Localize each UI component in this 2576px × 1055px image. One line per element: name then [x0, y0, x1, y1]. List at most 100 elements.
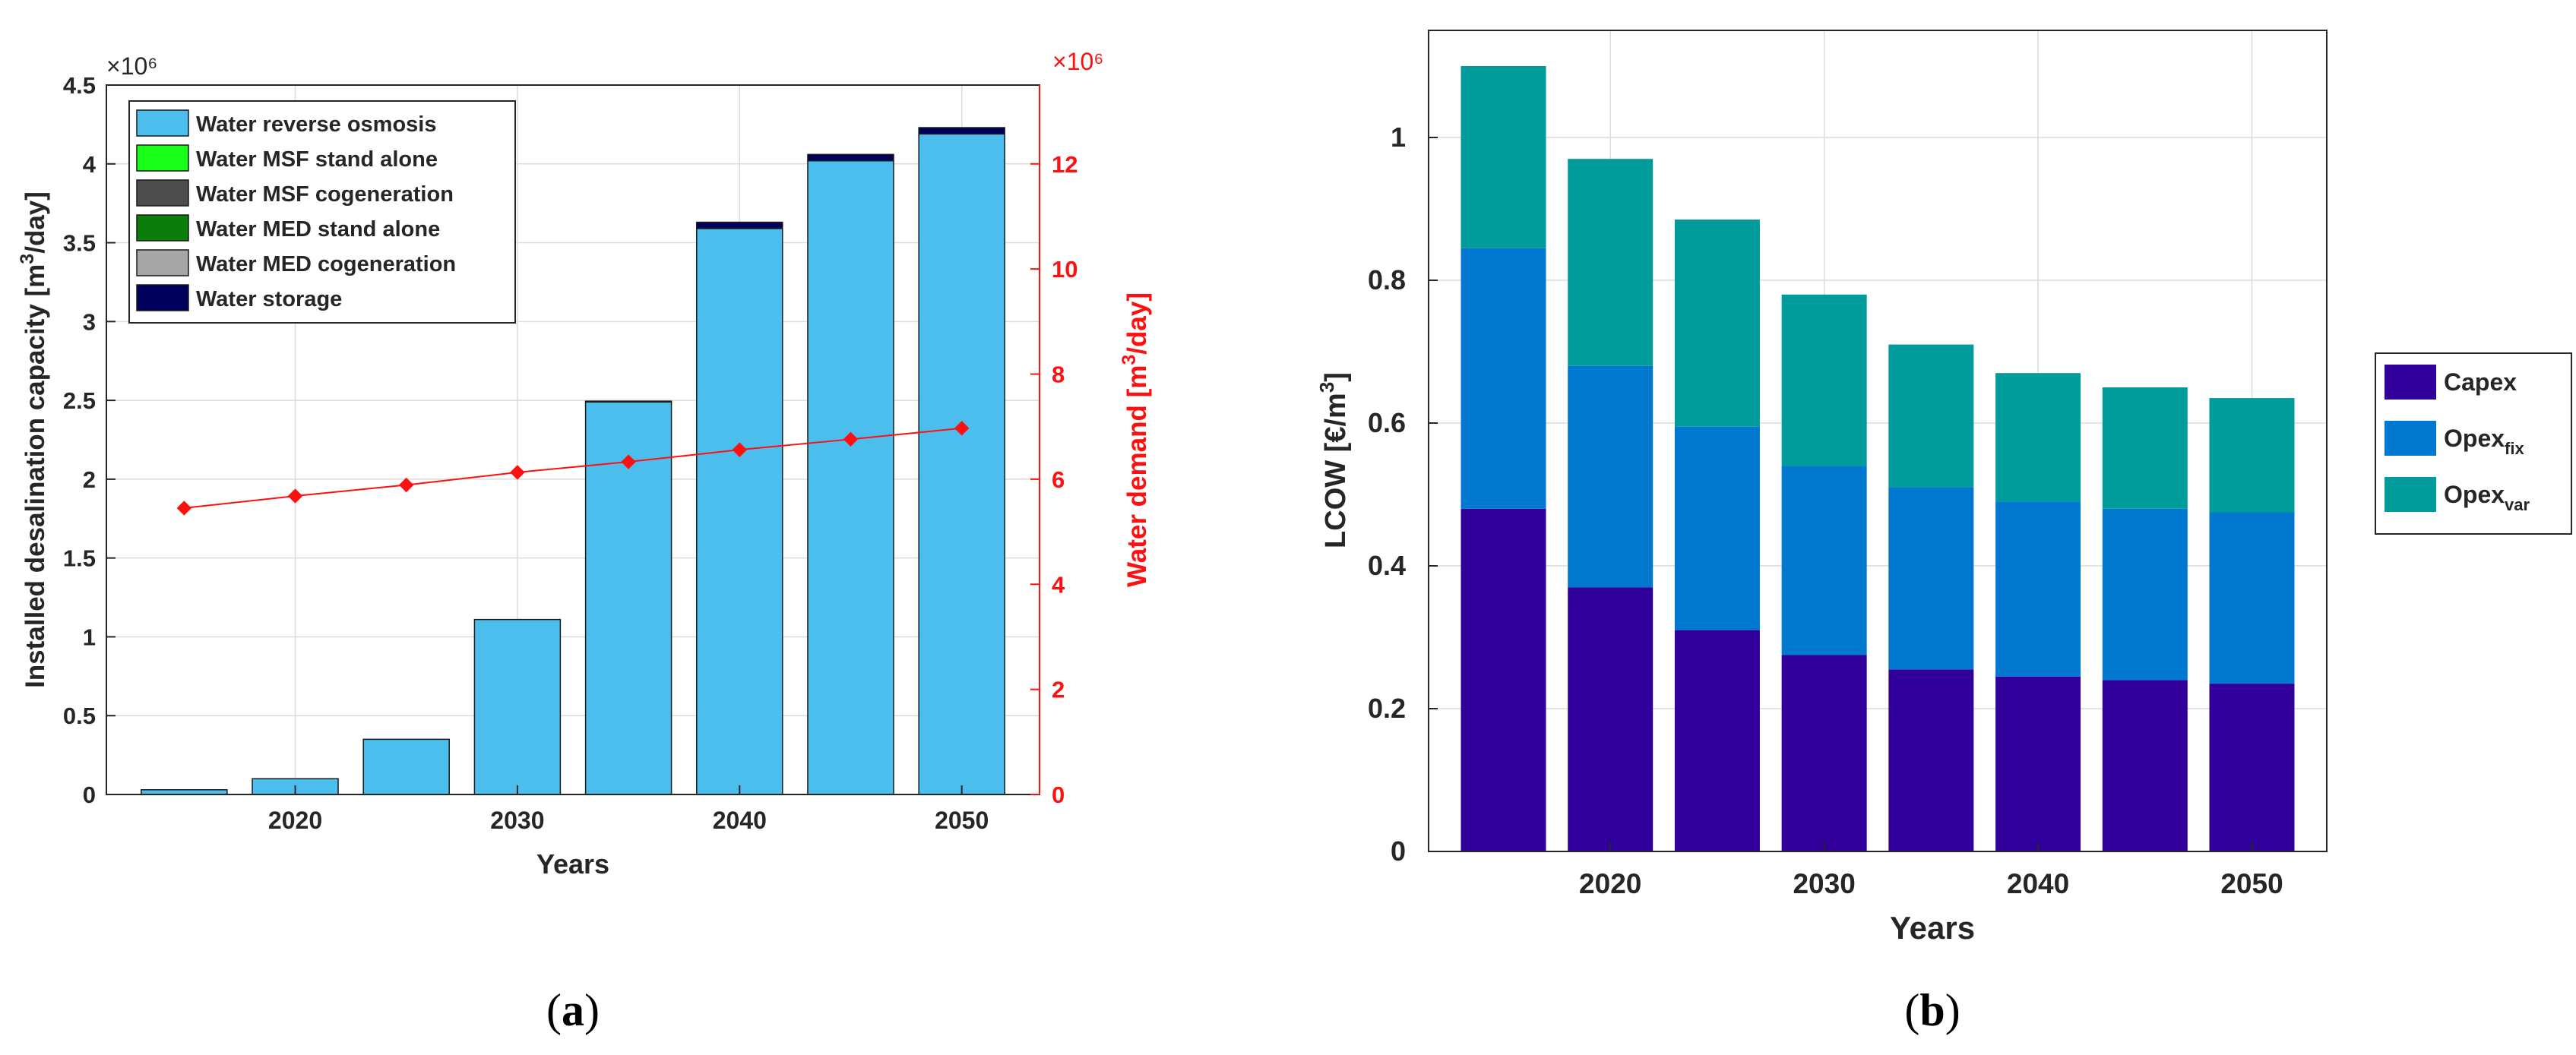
panel-a-right-y-label: Water demand [m3/day]: [1119, 292, 1152, 587]
panel-a-legend-label: Water MED cogeneration: [196, 252, 456, 276]
panel-b-x-tick-label: 2040: [2007, 868, 2069, 899]
panel-a-demand-marker: [732, 442, 747, 457]
panel-a-x-tick-label: 2030: [490, 807, 544, 834]
panel-b-bar-capex: [2209, 684, 2295, 851]
panel-b-x-tick-label: 2020: [1579, 868, 1641, 899]
panel-b-bar-opex_fix: [1568, 365, 1654, 588]
panel-b-legend-label: Capex: [2444, 368, 2517, 396]
panel-b-bar-opex_var: [1888, 344, 1974, 488]
panel-a-left-tick-label: 0: [83, 782, 96, 808]
panel-b-bar-opex_var: [1568, 159, 1654, 366]
panel-b-legend-swatch-capex: [2385, 365, 2436, 400]
panel-a-left-tick-label: 2: [83, 466, 96, 493]
panel-a-left-tick-label: 1.5: [63, 545, 96, 572]
caption-b: (b): [1904, 985, 1960, 1035]
panel-a-legend-label: Water MSF cogeneration: [196, 182, 454, 207]
panel-b-x-axis: 2020 2030 2040 2050: [1579, 842, 2283, 899]
panel-a-left-tick-label: 2.5: [63, 387, 96, 414]
panel-b-y-tick-label: 0.6: [1368, 407, 1406, 438]
panel-a-bar-ro: [696, 228, 783, 795]
panel-a-legend-swatch-msf_cogeneration: [136, 179, 189, 207]
panel-b-bar-opex_var: [2102, 387, 2188, 509]
caption-a: (a): [546, 985, 600, 1035]
panel-b-bar-opex_fix: [1460, 248, 1546, 509]
panel-b-bar-opex_var: [1781, 294, 1867, 466]
panel-a-x-tick-label: 2020: [268, 807, 322, 834]
panel-b-y-label: LCOW [€/m3]: [1315, 372, 1352, 548]
panel-b-legend-label: Opexvar: [2444, 481, 2530, 514]
panel-a-bar-ro: [362, 738, 450, 795]
panel-a-left-tick-label: 4.5: [63, 72, 96, 99]
panel-a-bar-ro: [473, 618, 562, 795]
panel-a-legend-swatch-storage: [136, 284, 189, 311]
panel-b-bar-opex_var: [1995, 373, 2081, 502]
panel-b-y-tick-label: 1: [1391, 122, 1406, 153]
panel-a-legend-box: [128, 100, 516, 324]
panel-a-legend-label: Water MSF stand alone: [196, 147, 438, 172]
panel-a-left-axis: 0 0.5 1 1.5 2 2.5 3 3.5 4 4.5: [63, 72, 116, 808]
panel-a-left-tick-label: 4: [83, 151, 97, 178]
panel-a-bar-storage: [918, 127, 1005, 135]
panel-a-right-tick-label: 2: [1052, 677, 1065, 703]
panel-b-y-tick-label: 0.4: [1368, 550, 1406, 581]
panel-a-legend-label: Water reverse osmosis: [196, 112, 436, 137]
panel-a-left-tick-label: 1: [83, 624, 96, 650]
panel-a-left-tick-label: 0.5: [63, 703, 96, 729]
panel-a-legend-swatch-med_stand_alone: [136, 214, 189, 242]
panel-a-right-tick-label: 6: [1052, 466, 1065, 493]
panel-a-bar-ro: [918, 133, 1005, 795]
panel-a-legend-label: Water MED stand alone: [196, 217, 440, 242]
panel-a-x-tick-label: 2040: [713, 807, 767, 834]
panel-b-plot-frame: [1428, 30, 2328, 852]
panel-a-right-tick-label: 0: [1052, 782, 1065, 808]
panel-b-bar-capex: [1674, 630, 1760, 851]
panel-b-bars: [1460, 66, 2295, 851]
panel-b-bar-capex: [1888, 669, 1974, 851]
panel-a-left-tick-label: 3: [83, 308, 96, 335]
panel-b-bar-opex_fix: [1781, 466, 1867, 655]
panel-b-bar-capex: [1995, 676, 2081, 851]
panel-a-demand-marker: [399, 477, 414, 493]
panel-a-x-axis: 2020 2030 2040 2050: [268, 785, 989, 834]
panel-a-left-y-label: Installed desalination capacity [m3/day]: [17, 191, 50, 688]
panel-b-legend-label: Opexfix: [2444, 425, 2524, 458]
panel-a-left-exponent: ×10⁶: [106, 52, 157, 80]
panel-a-legend-swatch-ro: [136, 109, 189, 137]
panel-a-legend-swatch-msf_stand_alone: [136, 144, 189, 172]
panel-a-right-tick-label: 10: [1052, 256, 1078, 283]
panel-a-legend-swatch-med_cogeneration: [136, 249, 189, 276]
panel-b-bar-capex: [2102, 680, 2188, 851]
panel-a-legend: Water reverse osmosis Water MSF stand alo…: [128, 100, 516, 324]
panel-b-bar-opex_fix: [1674, 426, 1760, 630]
panel-a-legend-label: Water storage: [196, 287, 342, 311]
panel-b-bar-opex_fix: [2102, 508, 2188, 681]
panel-b-x-label: Years: [1890, 910, 1975, 946]
panel-a-demand-line: [176, 421, 970, 516]
panel-b-bar-capex: [1781, 655, 1867, 851]
panel-b-bar-opex_fix: [1888, 487, 1974, 670]
panel-b-bar-opex_fix: [2209, 512, 2295, 684]
panel-b-legend-items: Capex Opexfix Opexvar: [2385, 365, 2530, 514]
panel-b-bar-capex: [1460, 508, 1546, 851]
panel-b-bar-opex_var: [1460, 66, 1546, 248]
panel-b-bar-opex_fix: [1995, 501, 2081, 677]
panel-a-bar-ro: [807, 160, 894, 795]
panel-a-legend-items: Water reverse osmosis Water MSF stand alo…: [136, 109, 456, 311]
panel-b-legend-swatch-opex_fix: [2385, 421, 2436, 456]
panel-a-demand-marker: [176, 501, 192, 516]
panel-b-y-tick-label: 0.8: [1368, 264, 1406, 295]
panel-b-chart: 0 0.2 0.4 0.6 0.8 1 2020 2030 2040 2050 Years LC…: [1315, 30, 2572, 946]
panel-b-bar-opex_var: [2209, 398, 2295, 513]
panel-a-demand-marker: [621, 454, 636, 469]
panel-a-bar-storage: [696, 221, 783, 229]
panel-b-bar-opex_var: [1674, 220, 1760, 427]
panel-a-bar-storage: [807, 153, 894, 162]
panel-a-right-axis: 0 2 4 6 8 10 12: [1030, 85, 1078, 808]
panel-b-plot-area: [1429, 30, 2327, 851]
panel-b-legend: Capex Opexfix Opexvar: [2375, 352, 2572, 535]
panel-a-bar-storage: [584, 400, 672, 403]
panel-a-right-tick-label: 12: [1052, 151, 1078, 178]
panel-a-left-tick-label: 3.5: [63, 230, 96, 257]
